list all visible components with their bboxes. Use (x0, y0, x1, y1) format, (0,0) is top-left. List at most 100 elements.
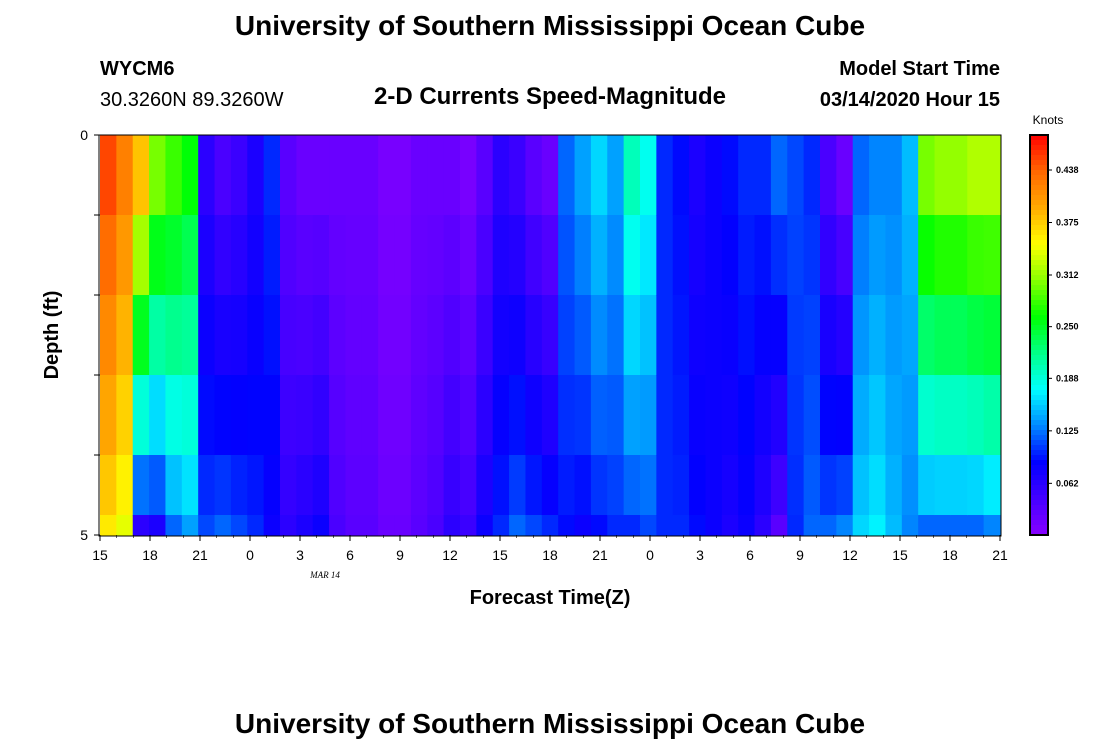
colorbar-frame (1029, 134, 1049, 536)
heatmap-cell (509, 135, 527, 216)
x-tick-label: 12 (842, 547, 858, 563)
heatmap-cell (165, 135, 183, 216)
heatmap-cell (607, 215, 625, 296)
heatmap-cell (983, 515, 1001, 536)
heatmap-cell (492, 515, 510, 536)
heatmap-cell (394, 215, 412, 296)
heatmap-cell (836, 455, 854, 516)
heatmap-cell (100, 295, 117, 376)
heatmap-cell (885, 375, 903, 456)
heatmap-cell (918, 295, 936, 376)
heatmap-cell (263, 215, 281, 296)
heatmap-cell (312, 215, 330, 296)
heatmap-cell (901, 295, 919, 376)
colorbar-swatch (1030, 345, 1048, 351)
heatmap-cell (427, 515, 445, 536)
heatmap-cell (574, 215, 592, 296)
heatmap-cell (312, 515, 330, 536)
heatmap-cell (460, 515, 477, 536)
heatmap-cell (656, 215, 674, 296)
heatmap-cell (165, 215, 183, 296)
heatmap-cell (918, 515, 936, 536)
heatmap-cell (525, 455, 543, 516)
colorbar-swatch (1030, 435, 1048, 441)
heatmap-cell (623, 135, 641, 216)
heatmap-cell (116, 515, 134, 536)
colorbar-swatch (1030, 405, 1048, 411)
heatmap-cell (967, 375, 985, 456)
heatmap-cell (901, 135, 919, 216)
heatmap-cell (149, 455, 167, 516)
heatmap-cell (476, 515, 494, 536)
heatmap-cell (967, 455, 985, 516)
heatmap-cell (852, 215, 870, 296)
heatmap-cell (443, 375, 461, 456)
heatmap-cell (280, 515, 297, 536)
heatmap-cell (640, 295, 657, 376)
heatmap-cell (280, 375, 297, 456)
product-title: 2-D Currents Speed-Magnitude (374, 83, 726, 110)
colorbar-swatch (1030, 280, 1048, 286)
heatmap-cell (590, 515, 608, 536)
heatmap-cell (394, 135, 412, 216)
heatmap-cell (132, 515, 150, 536)
y-axis-label: Depth (ft) (41, 291, 63, 380)
heatmap-cell (247, 295, 265, 376)
heatmap-cell (509, 455, 527, 516)
colorbar-tick-label: 0.375 (1056, 218, 1079, 228)
heatmap-cell (312, 295, 330, 376)
heatmap-cell (721, 295, 739, 376)
x-tick-label: 18 (142, 547, 158, 563)
colorbar-swatch (1030, 175, 1048, 181)
heatmap-cell (590, 455, 608, 516)
heatmap-cell (345, 375, 363, 456)
heatmap-cell (230, 375, 248, 456)
heatmap-cell (296, 135, 314, 216)
heatmap-cell (378, 135, 396, 216)
colorbar-swatch (1030, 430, 1048, 436)
heatmap-cell (132, 295, 150, 376)
heatmap-cell (623, 455, 641, 516)
heatmap-cell (312, 375, 330, 456)
heatmap-cell (116, 215, 134, 296)
heatmap-cell (869, 215, 887, 296)
heatmap-cell (967, 515, 985, 536)
x-tick-label: 15 (492, 547, 508, 563)
heatmap-cell (492, 455, 510, 516)
heatmap-cell (754, 295, 772, 376)
heatmap-cell (590, 135, 608, 216)
heatmap-cell (100, 515, 117, 536)
heatmap-cell (492, 135, 510, 216)
colorbar-swatch (1030, 490, 1048, 496)
colorbar-swatch (1030, 505, 1048, 511)
heatmap-cell (558, 375, 576, 456)
heatmap-cell (607, 135, 625, 216)
x-tick-label: 18 (942, 547, 958, 563)
heatmap-cell (525, 295, 543, 376)
heatmap-cell (640, 135, 657, 216)
heatmap-cell (410, 295, 428, 376)
colorbar-swatch (1030, 475, 1048, 481)
heatmap-cell (738, 135, 756, 216)
colorbar-swatch (1030, 395, 1048, 401)
colorbar-swatch (1030, 285, 1048, 291)
colorbar-swatch (1030, 250, 1048, 256)
heatmap-cell (967, 215, 985, 296)
heatmap-cell (280, 455, 297, 516)
heatmap-cell (280, 135, 297, 216)
colorbar-swatch (1030, 150, 1048, 156)
heatmap-cell (770, 295, 788, 376)
heatmap-cell (836, 375, 854, 456)
heatmap-cell (296, 455, 314, 516)
heatmap-cell (820, 295, 837, 376)
colorbar-swatch (1030, 195, 1048, 201)
heatmap-cell (361, 295, 379, 376)
heatmap-cell (345, 215, 363, 296)
heatmap-cell (934, 515, 952, 536)
colorbar-tick-label: 0.312 (1056, 270, 1079, 280)
model-start-time: 03/14/2020 Hour 15 (820, 89, 1000, 111)
heatmap-cell (885, 455, 903, 516)
colorbar-swatch (1030, 235, 1048, 241)
colorbar-swatch (1030, 380, 1048, 386)
